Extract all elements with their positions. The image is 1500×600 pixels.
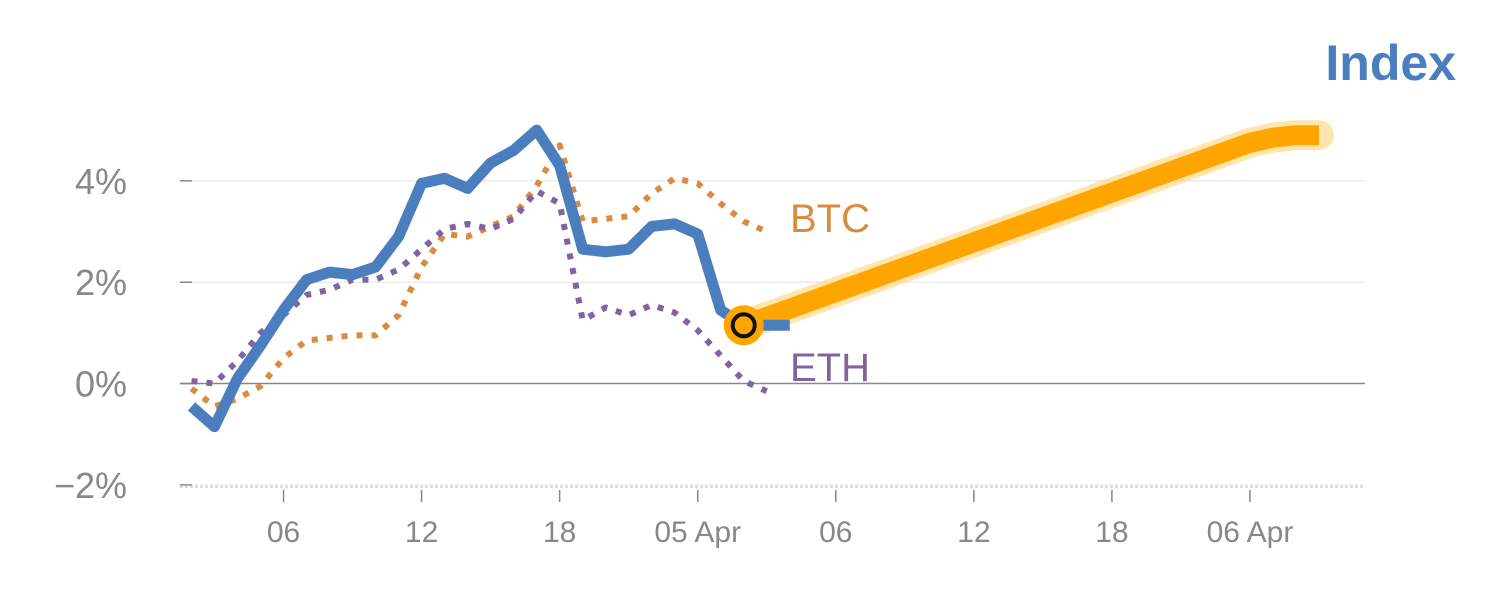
x-tick-label: 12 <box>405 516 438 549</box>
chart-title: Index <box>1325 35 1456 91</box>
y-tick-label: 0% <box>75 364 127 405</box>
x-tick-label: 18 <box>543 516 576 549</box>
x-tick-label: 05 Apr <box>654 516 741 549</box>
eth-label: ETH <box>790 346 870 390</box>
index-line <box>187 124 790 433</box>
label-layer: BTC ETH <box>790 197 870 390</box>
marker-inner <box>730 312 757 339</box>
y-tick-label: 4% <box>75 161 127 202</box>
x-tick-label: 06 <box>267 516 300 549</box>
x-tick-label: 18 <box>1095 516 1128 549</box>
x-tick-label: 12 <box>957 516 990 549</box>
y-tick-label: −2% <box>54 465 127 506</box>
x-tick-label: 06 Apr <box>1207 516 1294 549</box>
axis-layer: 4% 2% 0% −2% 06 12 18 05 Apr 06 12 18 06 Apr <box>54 161 1365 549</box>
y-tick-label: 2% <box>75 262 127 303</box>
x-tick-label: 06 <box>819 516 852 549</box>
series-layer <box>187 120 1334 433</box>
projection-line <box>740 125 1319 335</box>
btc-label: BTC <box>790 197 870 241</box>
btc-line <box>189 142 768 410</box>
